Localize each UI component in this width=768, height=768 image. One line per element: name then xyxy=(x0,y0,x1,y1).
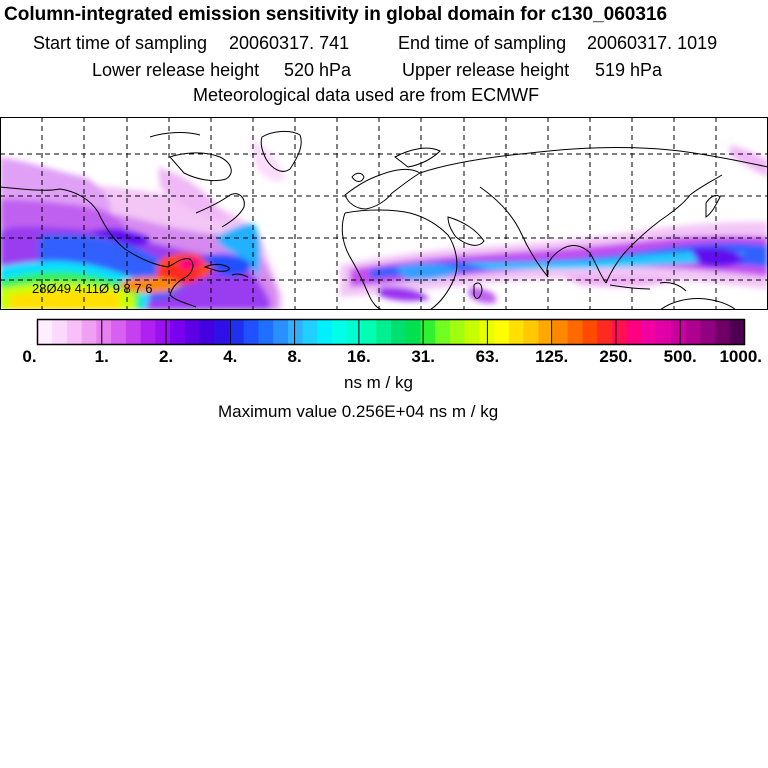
colorbar-label: 16. xyxy=(347,347,371,366)
colorbar-frame xyxy=(36,318,746,346)
colorbar-swatch xyxy=(287,319,304,345)
colorbar-swatch xyxy=(729,319,745,345)
colorbar-swatch xyxy=(435,319,451,345)
colorbar-label: 0. xyxy=(22,347,36,366)
colorbar-swatch xyxy=(361,319,377,345)
colorbar-swatch xyxy=(626,319,642,345)
colorbar-swatch xyxy=(155,319,171,345)
colorbar-swatch xyxy=(391,319,407,345)
colorbar-swatch xyxy=(170,319,186,345)
colorbar-swatch xyxy=(302,319,318,345)
colorbar-swatch xyxy=(346,319,362,345)
colorbar-swatch xyxy=(494,319,510,345)
upper-release-value: 519 hPa xyxy=(595,60,663,80)
colorbar-swatch xyxy=(258,319,274,345)
colorbar-swatch xyxy=(464,319,480,345)
colorbar-swatch xyxy=(332,319,348,345)
lower-release-label: Lower release height xyxy=(92,60,260,80)
colorbar-swatch xyxy=(405,319,421,345)
colorbar-swatch xyxy=(125,319,142,345)
colorbar-swatch xyxy=(449,319,466,345)
trajectory-labels: 28Ø49 4 11Ø 9 8 7 6 xyxy=(32,281,152,296)
sensitivity-field xyxy=(0,139,768,310)
colorbar-label: 1. xyxy=(95,347,109,366)
colorbar-label: 1000. xyxy=(719,347,762,366)
lower-release-value: 520 hPa xyxy=(284,60,352,80)
colorbar-swatch xyxy=(553,319,569,345)
colorbar-swatch xyxy=(243,319,259,345)
met-data-line: Meteorological data used are from ECMWF xyxy=(193,85,540,105)
colorbar-swatch xyxy=(611,319,628,345)
coastlines xyxy=(0,130,768,310)
colorbar-swatch xyxy=(111,319,127,345)
maximum-value-line: Maximum value 0.256E+04 ns m / kg xyxy=(218,402,499,421)
colorbar-label: 8. xyxy=(287,347,301,366)
colorbar-swatch xyxy=(656,319,672,345)
colorbar-swatch xyxy=(523,319,539,345)
colorbar-ticks xyxy=(101,319,681,345)
colorbar-swatch xyxy=(273,319,289,345)
colorbar-swatch xyxy=(81,319,97,345)
colorbar-swatch xyxy=(96,319,112,345)
colorbar-swatches xyxy=(37,319,745,345)
colorbar-swatch xyxy=(228,319,245,345)
colorbar-swatch xyxy=(184,319,200,345)
colorbar: 0. 1. 2. 4. 8. 16. 31. 63. 125. 250. 500. 1000. xyxy=(22,318,762,366)
colorbar-swatch xyxy=(538,319,554,345)
colorbar-swatch xyxy=(66,319,83,345)
colorbar-swatch xyxy=(140,319,156,345)
colorbar-swatch xyxy=(670,319,686,345)
colorbar-swatch xyxy=(420,319,436,345)
colorbar-swatch xyxy=(376,319,392,345)
colorbar-swatch xyxy=(199,319,215,345)
colorbar-swatch xyxy=(567,319,583,345)
colorbar-swatch xyxy=(52,319,68,345)
colorbar-swatch xyxy=(37,319,53,345)
plot-title: Column-integrated emission sensitivity i… xyxy=(4,4,668,25)
upper-release-label: Upper release height xyxy=(402,60,570,80)
colorbar-swatch xyxy=(317,319,333,345)
colorbar-swatch xyxy=(685,319,701,345)
colorbar-label: 125. xyxy=(535,347,568,366)
colorbar-swatch xyxy=(715,319,731,345)
colorbar-label: 31. xyxy=(411,347,435,366)
colorbar-label: 250. xyxy=(599,347,632,366)
colorbar-label: 2. xyxy=(159,347,173,366)
colorbar-swatch xyxy=(641,319,657,345)
colorbar-swatch xyxy=(597,319,613,345)
colorbar-label: 4. xyxy=(223,347,237,366)
emission-sensitivity-map: 28Ø49 4 11Ø 9 8 7 6 xyxy=(0,117,768,310)
end-time-value: 20060317. 1019 xyxy=(587,33,718,53)
colorbar-swatch xyxy=(214,319,230,345)
colorbar-label: 500. xyxy=(664,347,697,366)
colorbar-labels: 0. 1. 2. 4. 8. 16. 31. 63. 125. 250. 500. 1000. xyxy=(22,347,762,366)
colorbar-swatch xyxy=(582,319,598,345)
end-time-label: End time of sampling xyxy=(398,33,567,53)
colorbar-units: ns m / kg xyxy=(344,373,413,392)
colorbar-swatch xyxy=(508,319,524,345)
colorbar-label: 63. xyxy=(476,347,500,366)
start-time-label: Start time of sampling xyxy=(33,33,208,53)
colorbar-swatch xyxy=(700,319,716,345)
start-time-value: 20060317. 741 xyxy=(229,33,350,53)
